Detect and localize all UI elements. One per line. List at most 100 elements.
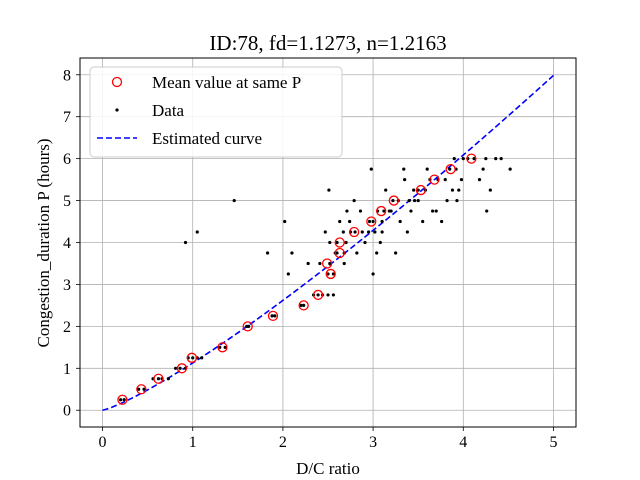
legend-mean-label: Mean value at same P [152, 73, 301, 92]
data-point [378, 240, 382, 245]
data-point [459, 178, 464, 182]
data-point [455, 198, 459, 203]
data-point [232, 198, 236, 203]
legend: Mean value at same P Data Estimated curv… [89, 66, 343, 158]
data-point [394, 251, 398, 255]
data-point [443, 178, 447, 182]
data-point [166, 377, 170, 381]
estimated-curve-layer [102, 74, 554, 412]
mean-point [445, 163, 456, 175]
data-point [499, 157, 503, 161]
data-point [484, 157, 488, 161]
data-point [156, 377, 161, 381]
data-point [328, 261, 332, 266]
data-point [326, 272, 330, 276]
data-point [173, 366, 178, 370]
data-point [178, 366, 182, 370]
data-point [403, 178, 407, 182]
data-point [382, 209, 386, 213]
data-point [457, 188, 461, 192]
data-point [223, 345, 227, 349]
mean-point [117, 394, 128, 405]
data-point [342, 261, 346, 266]
x-axis-label: D/C ratio [296, 459, 360, 478]
x-tick-label: 4 [459, 434, 467, 451]
mean-point [267, 310, 279, 322]
data-point [306, 261, 310, 266]
data-point [440, 219, 444, 224]
data-point [118, 398, 123, 402]
x-tick-label: 5 [549, 434, 557, 451]
mean-point [136, 384, 147, 395]
mean-point [321, 258, 333, 269]
data-points-layer [118, 157, 512, 402]
mean-point [366, 216, 377, 227]
data-point [431, 209, 435, 213]
data-point [434, 209, 438, 213]
data-point [137, 387, 141, 391]
y-tick-label: 5 [63, 193, 71, 210]
data-point [363, 240, 367, 245]
mean-point [312, 289, 324, 301]
data-point [318, 261, 322, 266]
data-point [273, 314, 277, 318]
y-tick-label: 7 [63, 109, 71, 126]
data-point [407, 198, 411, 203]
legend-curve-label: Estimated curve [152, 129, 262, 148]
mean-point [334, 237, 345, 248]
data-point [247, 324, 251, 328]
data-point [331, 293, 336, 297]
chart-title: ID:78, fd=1.1273, n=1.2163 [209, 31, 446, 55]
data-point [472, 157, 476, 161]
y-tick-label: 3 [63, 277, 71, 294]
data-point [286, 272, 290, 276]
data-point [265, 251, 270, 255]
data-point [299, 303, 303, 307]
mean-points-layer [117, 153, 477, 405]
data-point [326, 293, 330, 297]
data-point [352, 198, 356, 203]
data-point [461, 157, 465, 161]
mean-point [153, 373, 164, 384]
data-point [348, 219, 352, 224]
data-point [369, 167, 373, 171]
data-point [488, 188, 492, 192]
mean-point [388, 195, 399, 206]
data-point [323, 230, 327, 234]
data-point [477, 178, 482, 182]
data-point [142, 387, 146, 391]
mean-point [186, 352, 197, 363]
data-point [367, 219, 372, 224]
data-point [416, 188, 420, 192]
y-tick-label: 4 [63, 235, 71, 252]
data-point [416, 198, 420, 203]
x-tick-label: 3 [369, 434, 377, 451]
data-point [360, 230, 364, 234]
data-point [398, 219, 402, 224]
y-tick-label: 8 [63, 67, 71, 84]
y-axis-label: Congestion_duration P (hours) [34, 138, 53, 347]
data-point [481, 167, 485, 171]
data-point [452, 157, 456, 161]
data-point [290, 251, 294, 255]
data-point [366, 230, 371, 234]
x-tick-label: 2 [279, 434, 287, 451]
mean-point [349, 226, 360, 238]
data-point [380, 230, 384, 234]
data-point [371, 272, 375, 276]
data-point [358, 209, 363, 213]
data-point [270, 314, 274, 318]
mean-point [325, 268, 336, 280]
data-point [355, 251, 359, 255]
data-point [445, 198, 449, 203]
y-tick-label: 0 [63, 403, 71, 420]
data-point [344, 240, 348, 245]
data-point [316, 293, 320, 297]
legend-data-marker [115, 108, 119, 112]
data-point [391, 198, 395, 203]
estimated-curve-line [102, 74, 554, 412]
data-point [450, 188, 455, 192]
data-point [384, 188, 388, 192]
data-point [283, 219, 287, 224]
